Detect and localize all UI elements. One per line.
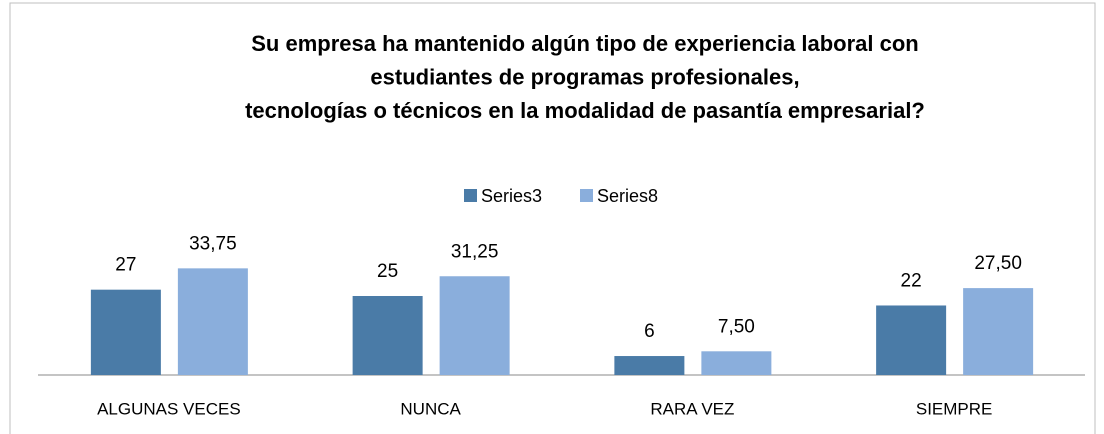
bar xyxy=(963,288,1034,375)
legend-swatch xyxy=(464,189,477,202)
data-label: 27,50 xyxy=(974,253,1022,274)
data-label: 6 xyxy=(644,321,655,342)
bar xyxy=(352,296,423,375)
legend-label: Series8 xyxy=(597,186,658,206)
bar xyxy=(439,276,510,375)
legend-label: Series3 xyxy=(481,186,542,206)
data-label: 25 xyxy=(377,261,398,282)
x-tick-label: RARA VEZ xyxy=(650,399,734,418)
data-label: 31,25 xyxy=(451,241,499,262)
bar xyxy=(876,305,947,375)
bar xyxy=(177,268,248,375)
data-label: 33,75 xyxy=(189,233,237,254)
x-tick-label: ALGUNAS VECES xyxy=(97,399,241,418)
bar xyxy=(614,356,685,375)
x-tick-label: SIEMPRE xyxy=(916,399,993,418)
chart-title: estudiantes de programas profesionales, xyxy=(370,64,799,89)
chart-title: Su empresa ha mantenido algún tipo de ex… xyxy=(251,31,919,56)
bar xyxy=(90,289,161,375)
chart-border xyxy=(9,2,1096,434)
legend-swatch xyxy=(580,189,593,202)
bar xyxy=(701,351,772,375)
data-label: 27 xyxy=(115,255,136,276)
chart-title: tecnologías o técnicos en la modalidad d… xyxy=(245,98,925,123)
data-label: 7,50 xyxy=(718,316,755,337)
x-tick-label: NUNCA xyxy=(400,399,461,418)
data-label: 22 xyxy=(901,270,922,291)
